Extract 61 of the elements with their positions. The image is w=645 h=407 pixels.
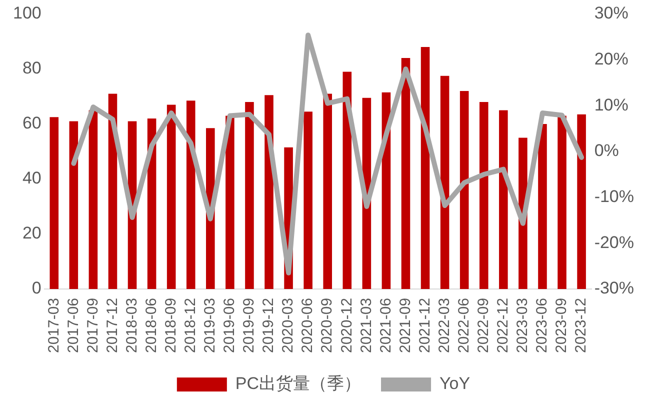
bar <box>304 112 312 289</box>
bar <box>460 90 469 289</box>
x-tick-label: 2022-06 <box>455 298 472 354</box>
bar <box>166 104 176 289</box>
x-tick-label: 2019-12 <box>260 298 278 354</box>
x-tick-label: 2018-12 <box>182 298 200 354</box>
y2-tick-label: 20% <box>594 50 628 69</box>
bar <box>69 121 78 289</box>
bar <box>479 102 488 289</box>
y2-tick-label: 10% <box>594 95 628 114</box>
bar <box>186 100 196 289</box>
y-tick-label: 0 <box>32 278 42 298</box>
x-tick-label: 2021-09 <box>396 298 414 354</box>
bar <box>538 124 547 289</box>
y2-tick-label: 30% <box>594 4 628 23</box>
x-tick-label: 2017-06 <box>64 298 82 354</box>
bar <box>226 116 234 289</box>
bar <box>342 72 352 289</box>
bar <box>323 94 332 289</box>
bar <box>440 76 450 289</box>
y-tick-label: 60 <box>22 114 42 133</box>
y2-tick-label: -30% <box>594 278 634 298</box>
x-tick-label: 2020-09 <box>318 298 336 354</box>
legend-label: PC出货量（季） <box>235 374 362 394</box>
legend-label: YoY <box>440 374 470 394</box>
x-tick-label: 2020-03 <box>280 298 297 354</box>
y-tick-label: 80 <box>22 58 42 78</box>
bar <box>401 58 410 289</box>
y-tick-label: 20 <box>22 224 42 243</box>
bar <box>50 117 59 289</box>
x-tick-label: 2023-06 <box>534 298 551 354</box>
x-tick-label: 2019-03 <box>202 298 219 354</box>
x-tick-label: 2018-03 <box>123 298 140 354</box>
x-tick-label: 2017-12 <box>104 298 121 354</box>
y-tick-label: 100 <box>12 4 42 23</box>
x-tick-label: 2022-09 <box>475 298 492 354</box>
bar <box>245 102 254 289</box>
x-tick-label: 2023-09 <box>553 298 570 354</box>
x-tick-label: 2019-09 <box>240 298 258 354</box>
bar <box>558 116 566 289</box>
x-tick-label: 2021-12 <box>416 298 434 354</box>
x-tick-label: 2018-06 <box>142 298 160 354</box>
x-tick-label: 2017-03 <box>45 298 62 354</box>
y2-tick-label: -10% <box>594 186 634 206</box>
bar <box>88 110 98 289</box>
y2-tick-label: -20% <box>594 232 634 252</box>
x-tick-label: 2020-12 <box>338 298 356 354</box>
x-tick-label: 2023-12 <box>572 298 590 354</box>
x-tick-label: 2022-03 <box>436 298 453 354</box>
x-tick-label: 2023-03 <box>514 298 532 354</box>
x-tick-label: 2019-06 <box>221 298 238 354</box>
x-tick-label: 2020-06 <box>299 298 316 354</box>
x-tick-label: 2017-09 <box>84 298 102 354</box>
x-tick-label: 2022-12 <box>494 298 512 354</box>
x-tick-label: 2018-09 <box>162 298 180 354</box>
bar <box>577 114 586 289</box>
x-tick-label: 2021-06 <box>377 298 394 354</box>
y-tick-label: 40 <box>22 168 42 188</box>
y2-tick-label: 0% <box>594 141 619 160</box>
x-tick-label: 2021-03 <box>358 298 375 354</box>
bar <box>499 110 508 289</box>
